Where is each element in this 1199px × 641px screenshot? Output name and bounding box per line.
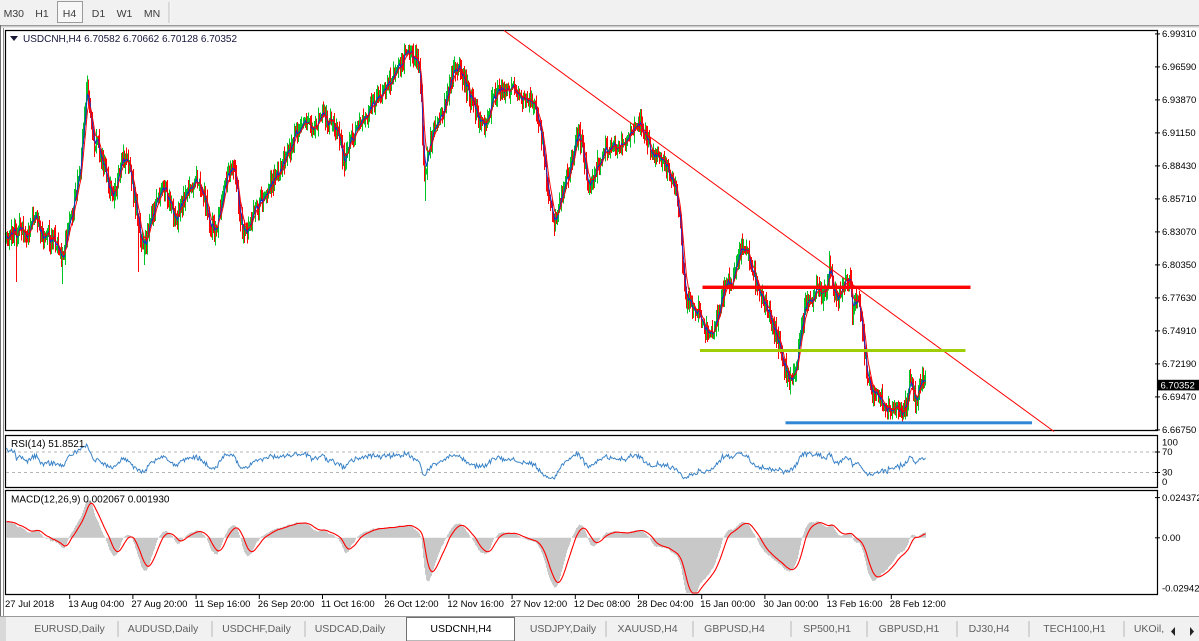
svg-text:MACD(12,26,9) 0.002067 0.00193: MACD(12,26,9) 0.002067 0.001930 xyxy=(11,495,170,506)
svg-text:0: 0 xyxy=(1162,477,1167,488)
svg-text:6.83070: 6.83070 xyxy=(1162,227,1196,238)
svg-text:28 Feb 12:00: 28 Feb 12:00 xyxy=(890,599,946,610)
svg-text:27 Nov 12:00: 27 Nov 12:00 xyxy=(511,599,568,610)
svg-text:27 Jul 2018: 27 Jul 2018 xyxy=(5,599,54,610)
svg-text:USDCNH,H4: USDCNH,H4 xyxy=(430,623,491,635)
svg-text:6.72190: 6.72190 xyxy=(1162,359,1196,370)
svg-text:6.80350: 6.80350 xyxy=(1162,260,1196,271)
svg-text:D1: D1 xyxy=(92,8,106,20)
svg-text:0.00: 0.00 xyxy=(1162,533,1181,544)
svg-text:11 Oct 16:00: 11 Oct 16:00 xyxy=(321,599,375,610)
svg-text:6.91150: 6.91150 xyxy=(1162,128,1196,139)
svg-text:H1: H1 xyxy=(35,8,49,20)
svg-text:26 Oct 12:00: 26 Oct 12:00 xyxy=(384,599,438,610)
svg-text:26 Sep 20:00: 26 Sep 20:00 xyxy=(258,599,315,610)
svg-text:USDCHF,Daily: USDCHF,Daily xyxy=(222,623,292,635)
svg-text:GBPUSD,H4: GBPUSD,H4 xyxy=(704,623,765,635)
svg-text:12 Nov 16:00: 12 Nov 16:00 xyxy=(447,599,504,610)
svg-text:15 Jan 00:00: 15 Jan 00:00 xyxy=(700,599,755,610)
svg-text:H4: H4 xyxy=(63,8,77,20)
svg-text:6.93870: 6.93870 xyxy=(1162,95,1196,106)
svg-text:MN: MN xyxy=(144,8,160,20)
svg-text:13 Feb 16:00: 13 Feb 16:00 xyxy=(827,599,883,610)
svg-text:6.99310: 6.99310 xyxy=(1162,29,1196,40)
svg-text:GBPUSD,H1: GBPUSD,H1 xyxy=(879,623,940,635)
svg-text:30 Jan 00:00: 30 Jan 00:00 xyxy=(763,599,818,610)
svg-text:6.66750: 6.66750 xyxy=(1162,425,1196,436)
svg-text:27 Aug 20:00: 27 Aug 20:00 xyxy=(131,599,187,610)
svg-text:6.74910: 6.74910 xyxy=(1162,326,1196,337)
svg-text:M30: M30 xyxy=(4,8,25,20)
svg-text:USDCNH,H4 6.70582 6.70662 6.7: USDCNH,H4 6.70582 6.70662 6.70128 6.7035… xyxy=(23,34,237,45)
svg-text:USDJPY,Daily: USDJPY,Daily xyxy=(530,623,597,635)
svg-text:6.88430: 6.88430 xyxy=(1162,161,1196,172)
svg-text:RSI(14) 51.8521: RSI(14) 51.8521 xyxy=(11,439,85,450)
svg-text:W1: W1 xyxy=(117,8,133,20)
svg-text:6.96590: 6.96590 xyxy=(1162,62,1196,73)
svg-text:6.69470: 6.69470 xyxy=(1162,392,1196,403)
svg-text:AUDUSD,Daily: AUDUSD,Daily xyxy=(128,623,199,635)
svg-text:UKOil,: UKOil, xyxy=(1134,623,1164,635)
svg-text:28 Dec 04:00: 28 Dec 04:00 xyxy=(637,599,694,610)
svg-text:USDCAD,Daily: USDCAD,Daily xyxy=(315,623,386,635)
svg-text:6.85710: 6.85710 xyxy=(1162,194,1196,205)
svg-text:30: 30 xyxy=(1162,468,1173,479)
svg-text:11 Sep 16:00: 11 Sep 16:00 xyxy=(195,599,251,610)
svg-text:TECH100,H1: TECH100,H1 xyxy=(1043,623,1106,635)
svg-text:XAUUSD,H4: XAUUSD,H4 xyxy=(617,623,677,635)
svg-text:70: 70 xyxy=(1162,447,1173,458)
svg-text:100: 100 xyxy=(1162,438,1178,449)
svg-text:-0.029423: -0.029423 xyxy=(1162,584,1199,595)
svg-text:0.024372: 0.024372 xyxy=(1162,493,1199,504)
svg-text:EURUSD,Daily: EURUSD,Daily xyxy=(34,623,105,635)
svg-text:SP500,H1: SP500,H1 xyxy=(803,623,851,635)
svg-text:13 Aug 04:00: 13 Aug 04:00 xyxy=(68,599,124,610)
svg-text:12 Dec 08:00: 12 Dec 08:00 xyxy=(574,599,631,610)
svg-text:6.70352: 6.70352 xyxy=(1161,380,1195,391)
svg-text:6.77630: 6.77630 xyxy=(1162,293,1196,304)
svg-text:DJ30,H4: DJ30,H4 xyxy=(969,623,1010,635)
